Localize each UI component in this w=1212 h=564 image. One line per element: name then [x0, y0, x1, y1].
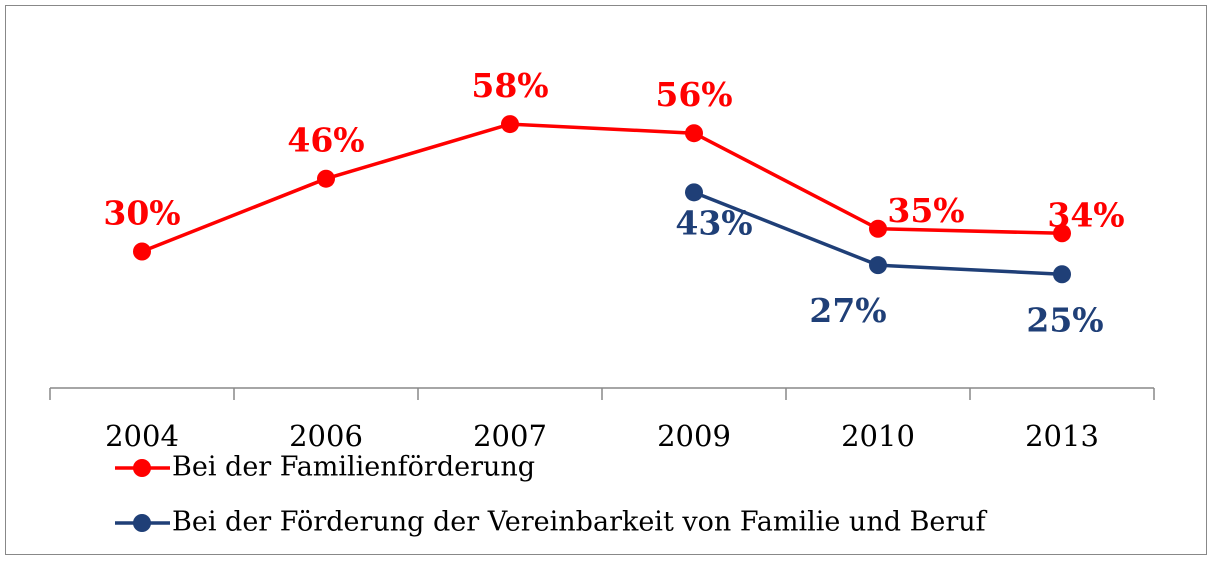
data-label: 25%: [1026, 300, 1103, 339]
data-label: 27%: [809, 291, 886, 330]
x-tick-label: 2010: [841, 419, 915, 453]
x-tick-label: 2007: [473, 419, 547, 453]
x-tick-label: 2004: [105, 419, 179, 453]
data-label: 35%: [887, 191, 964, 230]
data-label: 43%: [675, 203, 752, 242]
data-point: [869, 256, 887, 275]
series-line: [141, 122, 1063, 254]
data-label: 58%: [471, 66, 548, 105]
legend-marker: [133, 514, 151, 532]
data-point: [501, 115, 519, 134]
data-label: 30%: [103, 194, 180, 233]
legend-label: Bei der Familienförderung: [172, 452, 535, 483]
data-label: 56%: [655, 75, 732, 114]
x-tick-label: 2009: [657, 419, 731, 453]
data-point: [133, 242, 151, 261]
data-point: [1053, 265, 1071, 284]
data-point: [317, 169, 335, 188]
data-label: 34%: [1047, 195, 1124, 234]
legend-marker: [133, 459, 151, 477]
x-tick-label: 2006: [289, 419, 363, 453]
legend-label: Bei der Förderung der Vereinbarkeit von …: [172, 507, 988, 538]
data-point: [1053, 224, 1071, 243]
data-label: 46%: [287, 121, 364, 160]
chart-border: [5, 5, 1207, 555]
data-point: [685, 124, 703, 143]
data-point: [685, 183, 703, 202]
data-point: [869, 219, 887, 238]
x-tick-label: 2013: [1025, 419, 1099, 453]
